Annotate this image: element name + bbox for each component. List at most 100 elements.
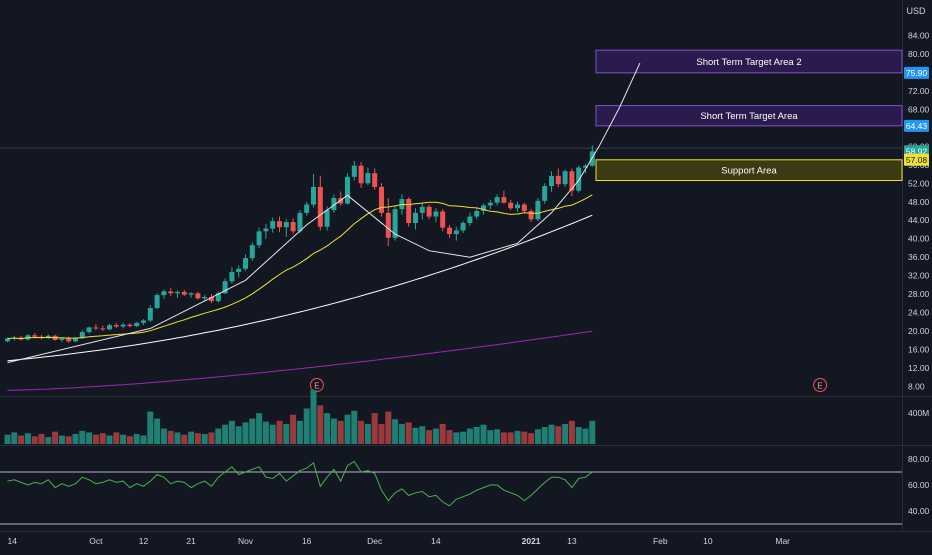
candle-body — [304, 204, 310, 213]
zone-box — [595, 105, 903, 127]
candle-body — [447, 227, 452, 235]
volume-bar — [188, 431, 195, 444]
volume-bar — [154, 418, 161, 444]
price-tick-label: 36.00 — [908, 252, 930, 262]
time-tick-label: Oct — [89, 536, 103, 546]
volume-layer — [4, 389, 596, 444]
volume-bar — [317, 405, 324, 444]
volume-bar — [412, 427, 419, 444]
candle-body — [256, 231, 262, 246]
candle-body — [175, 291, 180, 294]
volume-bar — [398, 423, 405, 444]
candle-body — [263, 228, 269, 232]
volume-bar — [133, 433, 140, 444]
volume-bar — [473, 427, 480, 444]
candle-body — [100, 328, 106, 330]
volume-bar — [541, 427, 548, 444]
volume-bar — [113, 432, 120, 444]
earnings-marker-icon — [813, 378, 828, 392]
volume-bar — [86, 432, 93, 444]
candle-body — [576, 167, 582, 191]
zone-label: Support Area — [721, 166, 777, 177]
volume-bar — [52, 431, 59, 444]
volume-bar — [500, 432, 507, 444]
volume-bar — [466, 428, 473, 444]
volume-bar — [310, 389, 317, 444]
candle-body — [120, 324, 126, 327]
candle-body — [249, 245, 255, 259]
price-badge-label: 64.43 — [906, 121, 928, 131]
candle-body — [161, 291, 167, 296]
oscillator-tick-label: 40.00 — [908, 506, 930, 516]
price-badge-label: 57.08 — [906, 155, 928, 165]
candle-body — [93, 327, 99, 329]
candle-body — [385, 212, 391, 238]
volume-bar — [79, 430, 86, 444]
candle-body — [331, 198, 337, 211]
volume-bar — [364, 423, 371, 444]
volume-bar — [528, 433, 535, 444]
volume-bar — [562, 423, 569, 444]
candle-body — [127, 324, 133, 327]
currency-label: USD — [906, 6, 926, 16]
volume-bar — [99, 433, 106, 444]
earnings-marker-icon — [309, 378, 324, 392]
candle-body — [392, 209, 398, 238]
price-tick-label: 8.00 — [908, 382, 925, 392]
volume-bar — [72, 433, 79, 444]
candle-body — [413, 212, 418, 224]
time-tick-label: Nov — [238, 536, 254, 546]
volume-bar — [106, 435, 113, 444]
price-tick-label: 40.00 — [908, 234, 930, 244]
candle-body — [460, 223, 466, 231]
volume-bar — [426, 430, 433, 444]
volume-bar — [208, 432, 215, 444]
volume-bar — [262, 421, 269, 444]
candle-body — [324, 210, 330, 227]
candle-body — [521, 204, 527, 211]
price-tick-label: 12.00 — [908, 363, 930, 373]
volume-bar — [568, 420, 575, 444]
volume-bar — [330, 418, 337, 444]
zone-box — [595, 49, 903, 74]
volume-bar — [228, 420, 235, 444]
time-tick-label: 2021 — [522, 536, 541, 546]
volume-bar — [589, 420, 596, 444]
volume-bar — [242, 422, 249, 444]
price-badge — [904, 66, 929, 79]
volume-bar — [92, 434, 99, 444]
volume-bar — [514, 430, 521, 444]
candle-body — [494, 197, 500, 203]
volume-bar — [507, 432, 514, 444]
time-tick-label: 14 — [8, 536, 18, 546]
candle-body — [440, 211, 446, 228]
price-tick-label: 32.00 — [908, 271, 930, 281]
candle-body — [433, 211, 439, 217]
volume-bar — [4, 434, 11, 444]
volume-bar — [167, 430, 174, 444]
candle-body — [79, 332, 85, 339]
time-tick-label: 13 — [567, 536, 577, 546]
candle-body — [481, 205, 486, 211]
volume-bar — [371, 413, 378, 444]
price-tick-label: 44.00 — [908, 215, 930, 225]
candle-body — [467, 216, 473, 224]
volume-bar — [324, 413, 331, 444]
candle-body — [419, 206, 425, 213]
volume-bar — [160, 428, 167, 444]
price-tick-label: 84.00 — [908, 30, 930, 40]
volume-bar — [45, 437, 52, 444]
candle-body — [562, 171, 568, 185]
candle-body — [141, 320, 146, 323]
price-tick-label: 16.00 — [908, 345, 930, 355]
volume-bar — [575, 427, 582, 444]
oscillator-line — [7, 460, 593, 507]
volume-bar — [351, 410, 358, 444]
candle-body — [181, 291, 187, 295]
candle-body — [487, 202, 493, 206]
candle-body — [569, 171, 575, 191]
volume-bar — [58, 435, 65, 444]
